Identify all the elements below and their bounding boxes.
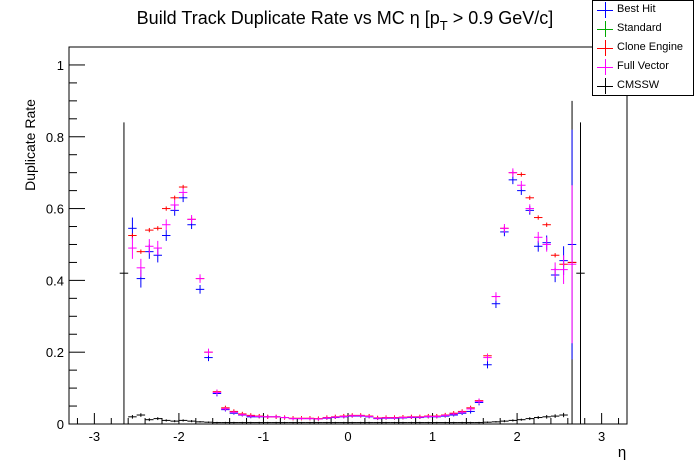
- legend-marker-full-vector: [597, 59, 613, 75]
- x-tick-label: 0: [344, 429, 351, 444]
- x-tick-label: 1: [429, 429, 436, 444]
- legend-item-clone-engine: Clone Engine: [593, 39, 693, 58]
- x-tick-label: 2: [513, 429, 520, 444]
- legend-marker-cmssw: [597, 78, 613, 94]
- x-axis: -3 -2 -1 0 1 2 3: [76, 413, 620, 444]
- series-clone-engine: [128, 170, 577, 421]
- y-tick-label: 0.6: [46, 202, 64, 217]
- series-best-hit: [128, 129, 577, 421]
- x-tick-label: -2: [173, 429, 185, 444]
- y-tick-label: 0.4: [46, 273, 64, 288]
- legend-marker-clone-engine: [597, 40, 613, 56]
- x-tick-label: -3: [89, 429, 101, 444]
- legend-label: CMSSW: [617, 79, 660, 91]
- legend-item-standard: Standard: [593, 20, 693, 39]
- y-tick-label: 0.8: [46, 130, 64, 145]
- y-tick-label: 0: [57, 417, 64, 432]
- chart-title-tail: > 0.9 GeV/c]: [448, 8, 554, 28]
- series-cmssw: [119, 100, 585, 424]
- x-axis-label: η: [618, 444, 626, 461]
- legend-marker-best-hit: [597, 2, 613, 18]
- x-tick-label: 3: [598, 429, 605, 444]
- x-tick-label: -1: [258, 429, 270, 444]
- legend-item-best-hit: Best Hit: [593, 1, 693, 20]
- y-axis-label: Duplicate Rate: [22, 99, 38, 191]
- data-marks: [119, 100, 585, 424]
- plot-frame: [68, 46, 628, 425]
- legend-label: Best Hit: [617, 3, 656, 15]
- y-axis: 0 0.2 0.4 0.6 0.8 1: [46, 46, 85, 432]
- y-tick-label: 0.2: [46, 345, 64, 360]
- legend-item-cmssw: CMSSW: [593, 77, 693, 96]
- legend-label: Clone Engine: [617, 41, 684, 53]
- legend-marker-standard: [597, 21, 613, 37]
- series-full-vector: [128, 168, 577, 421]
- legend: Best Hit Standard Clone Engine Full Vect…: [592, 0, 694, 96]
- legend-label: Standard: [617, 22, 662, 34]
- legend-label: Full Vector: [617, 60, 669, 72]
- chart-title-main: Build Track Duplicate Rate vs MC η [p: [137, 8, 440, 28]
- chart-title: Build Track Duplicate Rate vs MC η [pT >…: [137, 8, 554, 33]
- legend-item-full-vector: Full Vector: [593, 58, 693, 77]
- chart-title-sub: T: [440, 18, 448, 33]
- y-tick-label: 1: [57, 58, 64, 73]
